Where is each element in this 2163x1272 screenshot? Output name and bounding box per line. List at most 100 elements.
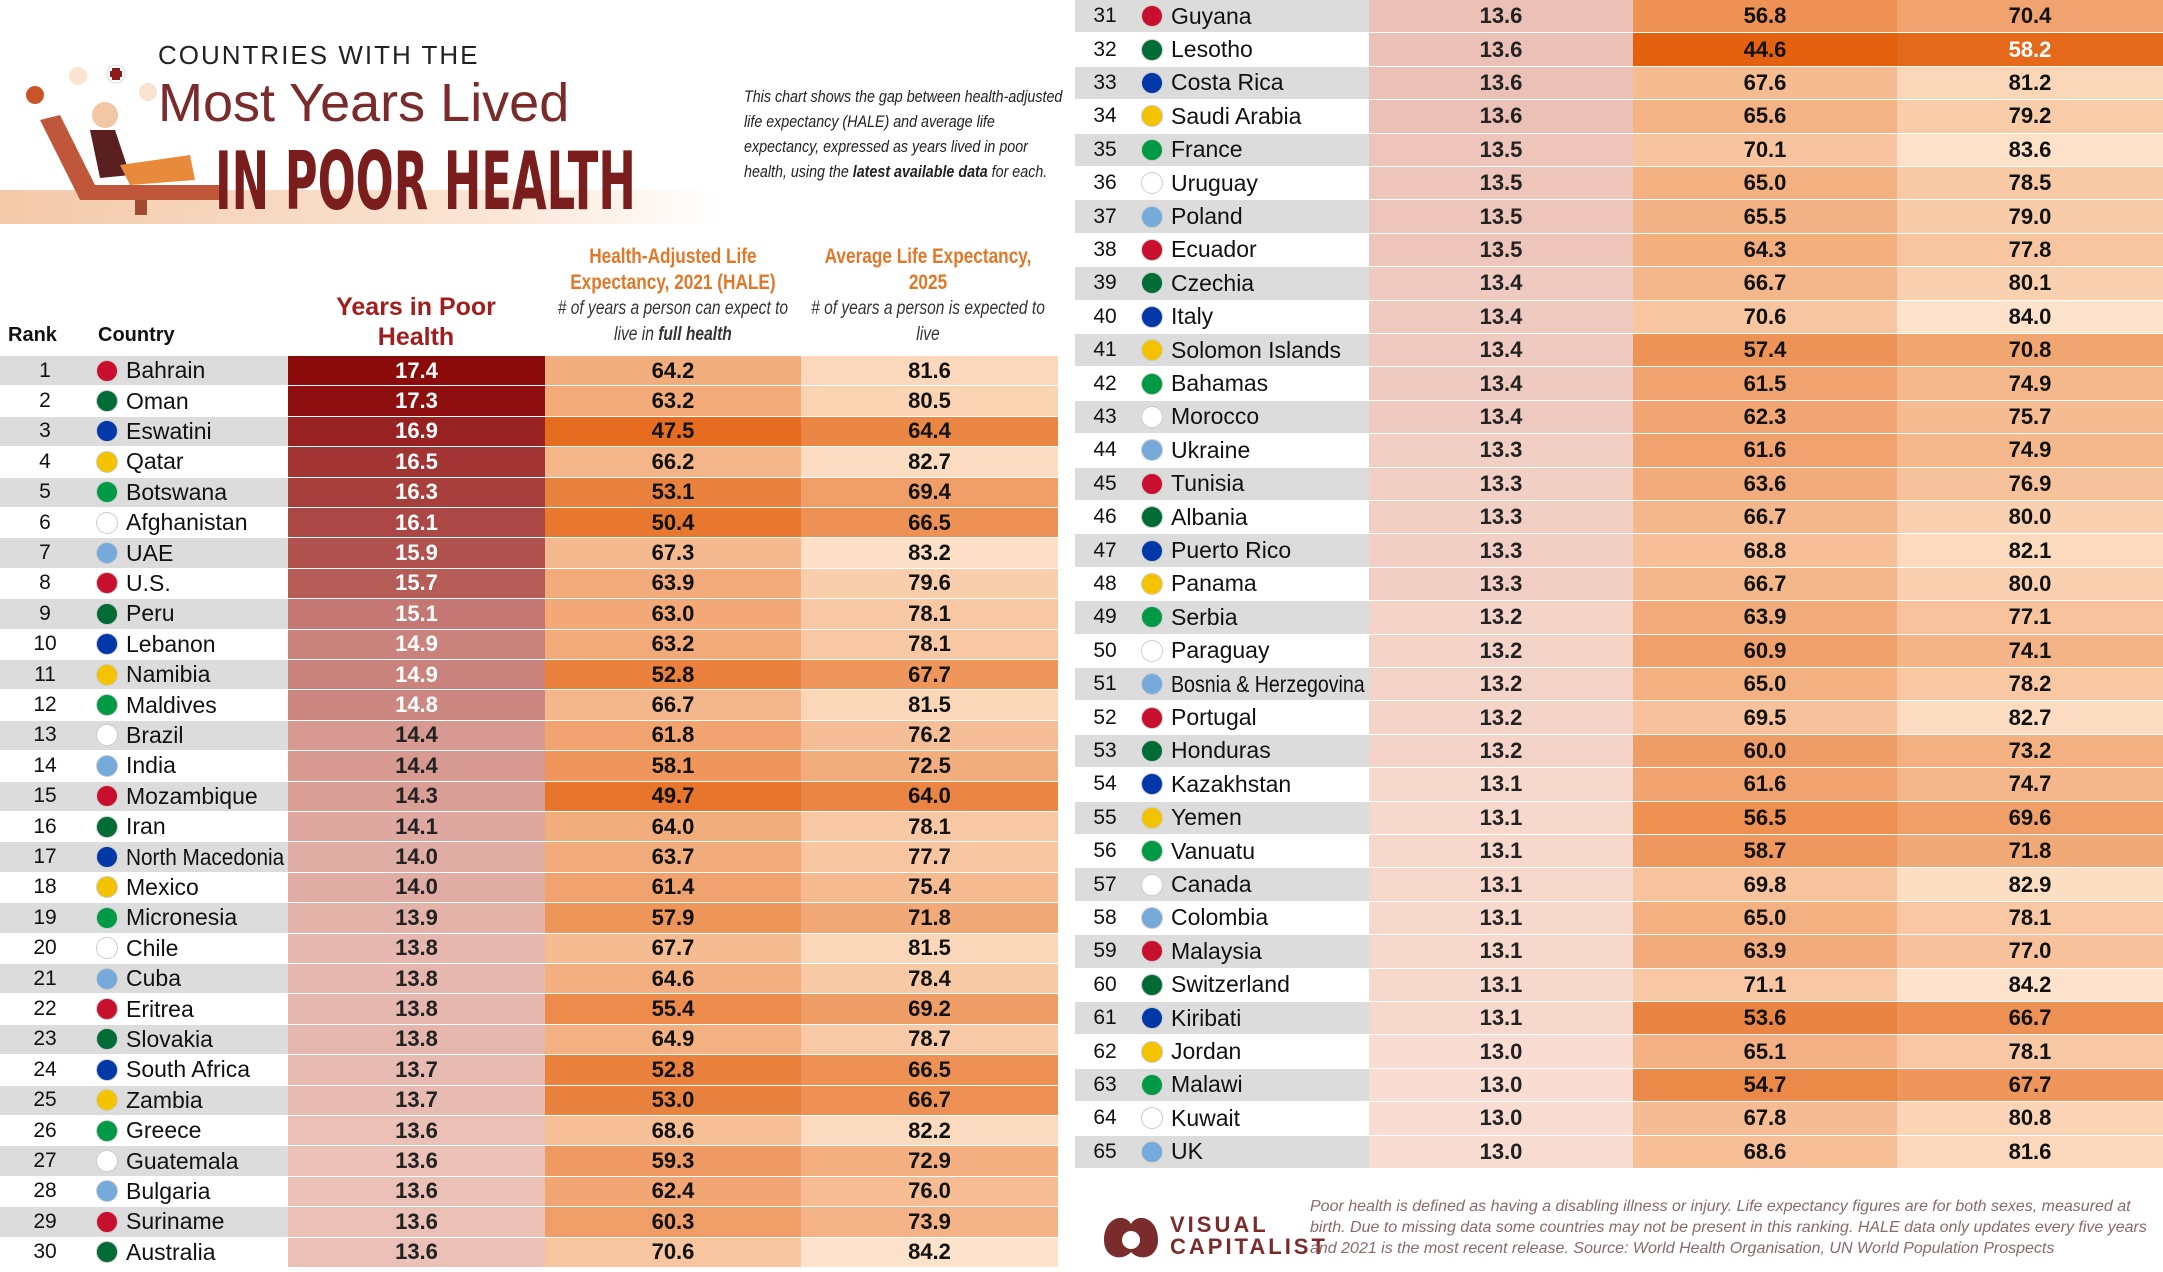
table-row: 38 Ecuador 13.5 64.3 77.8 bbox=[1075, 233, 2163, 267]
country-cell: France bbox=[1135, 133, 1369, 166]
rank-cell: 16 bbox=[0, 812, 90, 842]
country-name: Solomon Islands bbox=[1171, 336, 1342, 363]
table-row: 31 Guyana 13.6 56.8 70.4 bbox=[1075, 0, 2163, 33]
hale-cell: 66.2 bbox=[545, 447, 801, 477]
flag-icon bbox=[96, 1241, 118, 1264]
hale-cell: 65.0 bbox=[1633, 167, 1897, 200]
rank-cell: 13 bbox=[0, 720, 90, 751]
hale-cell: 68.8 bbox=[1633, 534, 1897, 567]
avg-life-cell: 80.8 bbox=[1897, 1102, 2163, 1135]
table-row: 49 Serbia 13.2 63.9 77.1 bbox=[1075, 601, 2163, 634]
flag-icon bbox=[1141, 205, 1163, 228]
hale-cell: 55.4 bbox=[545, 994, 801, 1024]
rank-cell: 60 bbox=[1075, 968, 1135, 1001]
flag-icon bbox=[1141, 1073, 1163, 1096]
hale-cell: 65.1 bbox=[1633, 1035, 1897, 1068]
flag-icon bbox=[96, 1180, 118, 1203]
poor-health-cell: 13.6 bbox=[288, 1176, 545, 1207]
country-cell: UAE bbox=[90, 538, 288, 568]
table-row: 18 Mexico 14.0 61.4 75.4 bbox=[0, 872, 1058, 903]
avg-life-cell: 77.7 bbox=[801, 842, 1058, 872]
hale-cell: 70.6 bbox=[545, 1237, 801, 1267]
table-row: 26 Greece 13.6 68.6 82.2 bbox=[0, 1116, 1058, 1146]
table-row: 59 Malaysia 13.1 63.9 77.0 bbox=[1075, 935, 2163, 968]
table-row: 2 Oman 17.3 63.2 80.5 bbox=[0, 386, 1058, 416]
country-cell: Bahrain bbox=[90, 356, 288, 386]
rank-cell: 5 bbox=[0, 477, 90, 507]
poor-health-cell: 13.4 bbox=[1369, 367, 1633, 400]
country-name: Micronesia bbox=[126, 904, 238, 931]
avg-life-cell: 82.1 bbox=[1897, 534, 2163, 567]
flag-icon bbox=[96, 663, 118, 686]
poor-health-cell: 15.9 bbox=[288, 538, 545, 568]
flag-icon bbox=[1141, 71, 1163, 94]
avg-life-cell: 73.2 bbox=[1897, 734, 2163, 768]
table-row: 32 Lesotho 13.6 44.6 58.2 bbox=[1075, 33, 2163, 66]
rank-cell: 34 bbox=[1075, 100, 1135, 133]
country-cell: Namibia bbox=[90, 660, 288, 690]
country-name: Maldives bbox=[126, 691, 217, 718]
flag-icon bbox=[96, 967, 118, 990]
poor-health-cell: 14.9 bbox=[288, 660, 545, 690]
poor-health-cell: 13.3 bbox=[1369, 434, 1633, 467]
poor-health-cell: 13.0 bbox=[1369, 1068, 1633, 1102]
table-row: 25 Zambia 13.7 53.0 66.7 bbox=[0, 1085, 1058, 1115]
avg-life-cell: 82.9 bbox=[1897, 868, 2163, 901]
rank-cell: 28 bbox=[0, 1176, 90, 1207]
flag-icon bbox=[96, 1028, 118, 1051]
rank-cell: 10 bbox=[0, 629, 90, 659]
poor-health-cell: 13.2 bbox=[1369, 634, 1633, 667]
country-cell: Ukraine bbox=[1135, 434, 1369, 467]
rank-cell: 41 bbox=[1075, 334, 1135, 367]
country-cell: Bulgaria bbox=[90, 1176, 288, 1207]
poor-health-cell: 16.9 bbox=[288, 416, 545, 447]
country-cell: Chile bbox=[90, 933, 288, 963]
table-row: 41 Solomon Islands 13.4 57.4 70.8 bbox=[1075, 334, 2163, 367]
table-row: 63 Malawi 13.0 54.7 67.7 bbox=[1075, 1068, 2163, 1102]
avg-life-cell: 78.1 bbox=[1897, 1035, 2163, 1068]
poor-health-cell: 14.4 bbox=[288, 720, 545, 751]
table-row: 17 North Macedonia 14.0 63.7 77.7 bbox=[0, 842, 1058, 872]
country-cell: Ecuador bbox=[1135, 233, 1369, 267]
poor-health-cell: 14.8 bbox=[288, 690, 545, 720]
country-cell: Maldives bbox=[90, 690, 288, 720]
rank-cell: 11 bbox=[0, 660, 90, 690]
poor-health-cell: 13.8 bbox=[288, 994, 545, 1024]
table-row: 61 Kiribati 13.1 53.6 66.7 bbox=[1075, 1002, 2163, 1035]
flag-icon bbox=[96, 694, 118, 717]
country-cell: Costa Rica bbox=[1135, 66, 1369, 100]
flag-icon bbox=[96, 542, 118, 565]
hale-cell: 47.5 bbox=[545, 416, 801, 447]
table-row: 21 Cuba 13.8 64.6 78.4 bbox=[0, 964, 1058, 994]
hale-cell: 53.1 bbox=[545, 477, 801, 507]
table-row: 40 Italy 13.4 70.6 84.0 bbox=[1075, 300, 2163, 333]
avg-life-cell: 78.2 bbox=[1897, 668, 2163, 701]
rank-cell: 64 bbox=[1075, 1102, 1135, 1135]
flag-icon bbox=[96, 785, 118, 808]
hale-cell: 61.5 bbox=[1633, 367, 1897, 400]
country-name: Canada bbox=[1171, 871, 1252, 898]
avg-life-cell: 78.1 bbox=[801, 812, 1058, 842]
flag-icon bbox=[1141, 1040, 1163, 1063]
table-row: 35 France 13.5 70.1 83.6 bbox=[1075, 133, 2163, 166]
country-name: Costa Rica bbox=[1171, 69, 1284, 96]
poor-health-cell: 14.0 bbox=[288, 842, 545, 872]
hale-cell: 63.9 bbox=[545, 568, 801, 599]
country-name: South Africa bbox=[126, 1056, 251, 1083]
flag-icon bbox=[96, 1119, 118, 1142]
rank-cell: 2 bbox=[0, 386, 90, 416]
flag-icon bbox=[96, 937, 118, 960]
country-cell: Italy bbox=[1135, 300, 1369, 333]
flag-icon bbox=[1141, 172, 1163, 195]
table-row: 62 Jordan 13.0 65.1 78.1 bbox=[1075, 1035, 2163, 1068]
table-row: 46 Albania 13.3 66.7 80.0 bbox=[1075, 501, 2163, 534]
col-avg-header: Average Life Expectancy, 2025 # of years … bbox=[805, 244, 1051, 348]
country-name: Bahamas bbox=[1171, 370, 1269, 397]
avg-life-cell: 78.1 bbox=[801, 599, 1058, 629]
country-cell: Serbia bbox=[1135, 601, 1369, 634]
rank-cell: 56 bbox=[1075, 835, 1135, 868]
table-row: 39 Czechia 13.4 66.7 80.1 bbox=[1075, 267, 2163, 300]
country-name: Poland bbox=[1171, 203, 1243, 230]
table-row: 22 Eritrea 13.8 55.4 69.2 bbox=[0, 994, 1058, 1024]
rank-cell: 29 bbox=[0, 1207, 90, 1237]
